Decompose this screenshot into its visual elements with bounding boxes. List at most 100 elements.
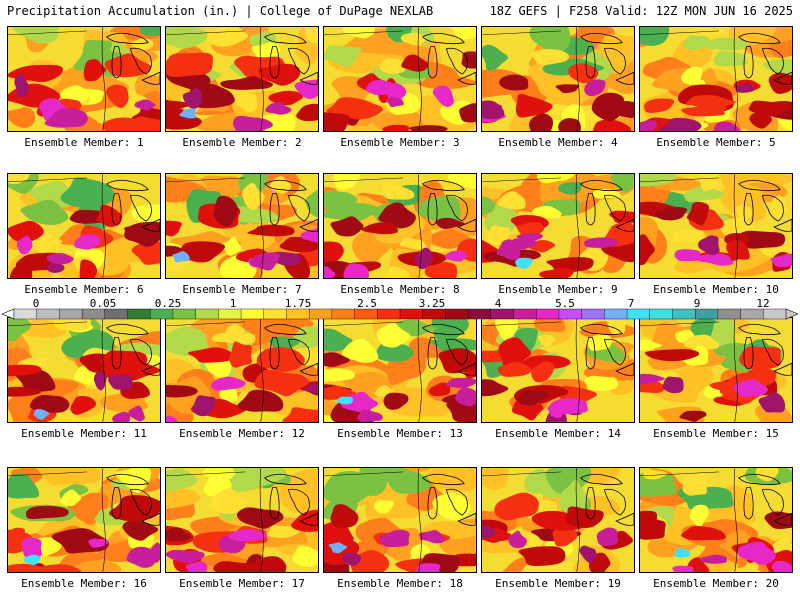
precip-contour (23, 554, 40, 566)
precip-contour (640, 373, 665, 385)
precip-contour (529, 27, 571, 55)
precip-contour (185, 561, 208, 572)
colorbar-segment (240, 308, 265, 320)
great-lakes-outline (422, 179, 465, 192)
precip-contour (266, 525, 300, 539)
precip-contour (73, 234, 101, 250)
colorbar-tick-label: 3.25 (418, 297, 446, 310)
great-lakes-outline (287, 338, 310, 366)
precip-contour (172, 251, 190, 263)
great-lakes-outline (457, 512, 476, 526)
colorbar-segment (59, 308, 83, 320)
great-lakes-outline (585, 193, 596, 226)
precip-contour (250, 252, 280, 271)
ensemble-member-label: Ensemble Member: 12 (179, 427, 305, 440)
precip-contour (547, 397, 588, 415)
great-lakes-outline (738, 179, 781, 192)
precip-contour (596, 527, 619, 547)
state-border-line (482, 177, 561, 183)
precipitation-field (166, 318, 318, 422)
precip-contour (210, 376, 246, 391)
precipitation-field (166, 468, 318, 572)
colorbar-tick-label: 1.75 (284, 297, 312, 310)
precip-contour (131, 204, 160, 226)
ensemble-member-label: Ensemble Member: 16 (21, 577, 147, 590)
precip-contour (8, 318, 31, 342)
precip-contour (304, 27, 318, 44)
precip-contour (771, 560, 792, 572)
colorbar-tick-label: 0.05 (89, 297, 117, 310)
great-lakes-outline (422, 473, 465, 486)
precip-contour (494, 492, 539, 521)
ensemble-map-panel (165, 173, 319, 279)
great-lakes-outline (269, 487, 280, 520)
great-lakes-outline (264, 179, 307, 192)
great-lakes-outline (761, 194, 784, 222)
state-border-line (640, 177, 719, 183)
precip-contour (737, 230, 786, 249)
precip-contour (376, 322, 411, 348)
precip-contour (324, 266, 336, 278)
great-lakes-outline (743, 487, 754, 520)
precip-contour (166, 385, 198, 398)
precip-contour (70, 396, 97, 415)
precip-contour (166, 415, 179, 422)
colorbar-segment (536, 308, 560, 320)
precip-contour (131, 241, 160, 265)
precip-contour (674, 249, 701, 262)
great-lakes-outline (445, 194, 468, 222)
precip-contour (419, 530, 445, 544)
precip-contour (220, 76, 274, 90)
precip-contour (749, 112, 773, 129)
precip-contour (235, 93, 258, 113)
ensemble-member-label: Ensemble Member: 3 (340, 136, 460, 149)
precip-contour (296, 103, 318, 122)
colorbar-segment (649, 308, 673, 320)
colorbar-segment (490, 308, 515, 320)
precip-contour (8, 107, 36, 129)
great-lakes-outline (580, 32, 623, 45)
state-border-line (259, 27, 264, 131)
colorbar-segment (672, 308, 696, 320)
precip-contour (735, 83, 755, 93)
precip-contour (529, 113, 554, 131)
precip-contour (324, 368, 355, 382)
state-border-line (482, 471, 561, 477)
precip-contour (640, 27, 670, 46)
precip-contour (640, 234, 655, 266)
precip-contour (182, 87, 203, 109)
precip-contour (683, 184, 725, 203)
precip-contour (336, 396, 353, 405)
precip-contour (357, 409, 383, 422)
precip-contour (699, 554, 727, 564)
precip-contour (166, 220, 182, 237)
state-border-line (575, 468, 580, 572)
ensemble-map-panel (7, 317, 161, 423)
precip-contour (180, 241, 225, 263)
precip-contour (662, 376, 684, 394)
precip-contour (213, 195, 238, 227)
precip-contour (640, 339, 663, 351)
great-lakes-outline (615, 218, 634, 232)
precip-contour (482, 100, 505, 120)
colorbar-segment (513, 308, 537, 320)
precip-contour (606, 318, 626, 336)
precip-contour (382, 124, 410, 131)
precip-contour (497, 361, 532, 377)
precip-contour (450, 27, 476, 40)
precip-contour (211, 488, 247, 514)
precip-contour (531, 49, 570, 66)
precip-contour (292, 545, 318, 567)
precip-contour (206, 27, 249, 47)
precip-contour (242, 182, 265, 210)
great-lakes-outline (427, 487, 438, 520)
precip-contour (682, 472, 708, 496)
ensemble-member-label: Ensemble Member: 13 (337, 427, 463, 440)
colorbar-tick-label: 4 (494, 297, 502, 310)
precip-contour (445, 250, 468, 262)
precip-contour (187, 347, 233, 363)
great-lakes-outline (287, 488, 310, 516)
colorbar-segment (694, 308, 719, 320)
state-border-line (101, 27, 106, 131)
precip-contour (764, 511, 792, 530)
